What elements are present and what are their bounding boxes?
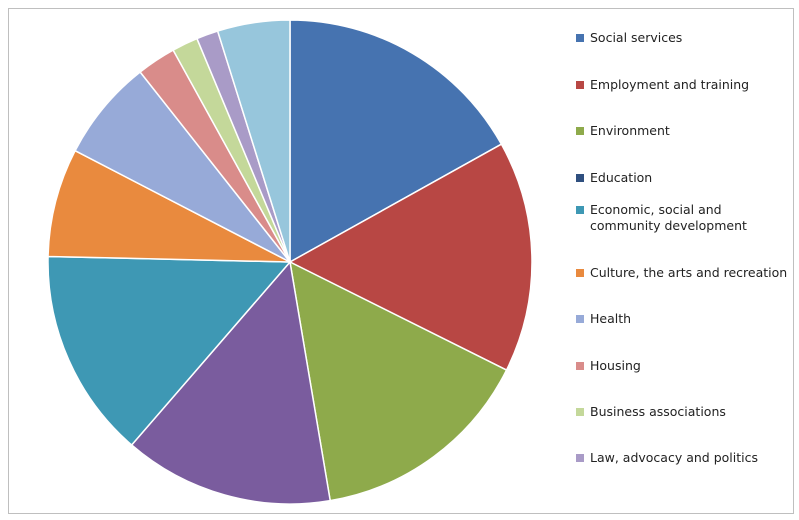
legend-label: Employment and training xyxy=(590,77,750,92)
legend-swatch xyxy=(576,81,584,89)
pie-slice-0 xyxy=(289,19,503,264)
legend-swatch xyxy=(576,408,584,416)
legend-label: Education xyxy=(590,170,653,185)
legend-label: Social services xyxy=(590,30,683,45)
pie-slice-1 xyxy=(288,143,533,372)
legend-item: Education xyxy=(576,170,796,186)
legend-item: Business associations xyxy=(576,404,796,420)
legend-swatch xyxy=(576,127,584,135)
legend-item: Environment xyxy=(576,123,796,139)
legend-swatch xyxy=(576,362,584,370)
legend-item: Culture, the arts and recreation xyxy=(576,265,796,281)
legend-label: Environment xyxy=(590,123,670,138)
legend-label: Housing xyxy=(590,358,641,373)
legend-item: Economic, social and community developme… xyxy=(576,202,796,234)
pie-chart xyxy=(47,19,533,505)
pie-slice-5 xyxy=(47,149,291,263)
legend-label: Health xyxy=(590,311,632,326)
legend-item: Housing xyxy=(576,358,796,374)
legend-swatch xyxy=(576,34,584,42)
legend-item: Employment and training xyxy=(576,77,796,93)
legend-item: Health xyxy=(576,311,796,327)
pie-slice-3 xyxy=(130,260,332,505)
legend-item: Social services xyxy=(576,30,796,46)
legend-swatch xyxy=(576,174,584,182)
legend-label: Economic, social and community developme… xyxy=(590,202,747,233)
legend-swatch xyxy=(576,315,584,323)
legend-swatch xyxy=(576,269,584,277)
legend-item: Law, advocacy and politics xyxy=(576,450,796,466)
legend-label: Law, advocacy and politics xyxy=(590,450,758,465)
legend-swatch xyxy=(576,206,584,214)
legend-swatch xyxy=(576,454,584,462)
pie-slice-4 xyxy=(47,255,292,447)
legend-label: Culture, the arts and recreation xyxy=(590,265,788,280)
legend-label: Business associations xyxy=(590,404,726,419)
pie-slice-2 xyxy=(289,260,508,502)
legend: Social services Employment and training En… xyxy=(576,30,796,466)
pie-slice-10 xyxy=(216,19,291,263)
